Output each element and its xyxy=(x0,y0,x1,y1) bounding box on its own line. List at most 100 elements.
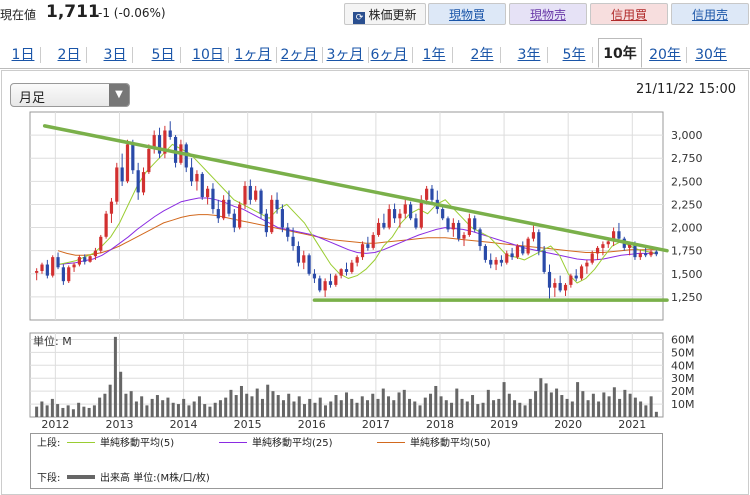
candle-body xyxy=(537,232,541,251)
candle-body xyxy=(40,264,44,272)
candle-body xyxy=(259,190,263,214)
tab-11[interactable]: 3年 xyxy=(513,44,548,66)
tab-9[interactable]: 1年 xyxy=(418,44,453,66)
volume-bar xyxy=(208,406,212,417)
candle-body xyxy=(505,253,509,263)
candle-body xyxy=(125,144,130,182)
legend-upper-label: 上段: xyxy=(37,438,61,449)
margin-sell-button[interactable]: 信用売 xyxy=(671,3,749,25)
candle-body xyxy=(494,259,498,265)
volume-tick-label: 60M xyxy=(671,333,695,346)
period-select[interactable]: 月足 ▼ xyxy=(10,83,130,107)
volume-bar xyxy=(534,391,538,417)
volume-bar xyxy=(302,404,306,417)
candle-body xyxy=(264,213,268,233)
volume-bar xyxy=(413,401,417,417)
candle-body xyxy=(243,185,247,205)
volume-bar xyxy=(260,398,264,417)
candle-body xyxy=(328,281,333,285)
tab-15[interactable]: 30年 xyxy=(695,47,727,63)
candle-body xyxy=(499,259,504,263)
volume-bar xyxy=(444,400,448,417)
candle-body xyxy=(189,167,194,182)
candle-body xyxy=(489,259,493,265)
volume-bar xyxy=(591,393,595,417)
candle-body xyxy=(222,199,226,219)
volume-bar xyxy=(166,397,170,417)
x-tick-label: 2013 xyxy=(105,418,133,431)
volume-bar xyxy=(61,407,65,417)
tab-0[interactable]: 1日 xyxy=(8,44,41,66)
volume-bar xyxy=(297,396,301,417)
volume-bar xyxy=(455,388,459,417)
volume-bar xyxy=(66,405,70,417)
volume-bar xyxy=(145,405,149,417)
volume-bar xyxy=(313,402,317,417)
volume-tick-label: 50M xyxy=(671,346,695,359)
refresh-label: 株価更新 xyxy=(368,8,417,22)
volume-bar xyxy=(323,405,327,417)
volume-bar xyxy=(124,393,128,417)
volume-bar xyxy=(203,404,207,417)
volume-bar xyxy=(376,398,380,417)
tab-6[interactable]: 2ヶ月 xyxy=(278,44,323,66)
margin-buy-button[interactable]: 信用買 xyxy=(590,3,668,25)
tab-10[interactable]: 2年 xyxy=(466,44,501,66)
volume-bar xyxy=(345,392,348,417)
candle-body xyxy=(334,275,338,285)
spot-sell-button[interactable]: 現物売 xyxy=(509,3,587,25)
legend-volume: 出来高 単位:(M株/口/枚) xyxy=(67,472,210,486)
volume-bar xyxy=(119,371,123,417)
candle-body xyxy=(649,251,653,256)
legend-ma5: 単純移動平均(5) xyxy=(67,437,174,451)
volume-bar xyxy=(434,385,438,417)
volume-bar xyxy=(134,401,138,417)
volume-bar xyxy=(397,392,401,417)
candle-body xyxy=(211,188,215,210)
candle-body xyxy=(147,148,151,173)
candle-body xyxy=(376,222,381,235)
candle-body xyxy=(547,271,552,288)
candle-body xyxy=(425,188,429,200)
candle-body xyxy=(628,244,632,248)
price-change: -1 (-0.06%) xyxy=(98,6,166,20)
candle-body xyxy=(601,244,605,248)
candle-body xyxy=(553,283,557,288)
volume-bar xyxy=(318,397,322,417)
spot-buy-button[interactable]: 現物買 xyxy=(428,3,506,25)
volume-bar xyxy=(56,404,60,417)
candle-body xyxy=(419,199,423,228)
volume-bar xyxy=(381,388,385,417)
tab-1[interactable]: 2日 xyxy=(54,44,87,66)
volume-bar xyxy=(649,396,653,417)
tab-13[interactable]: 10年 xyxy=(598,38,642,68)
volume-bar xyxy=(387,396,391,417)
volume-bar xyxy=(92,405,96,417)
volume-bar xyxy=(239,385,243,417)
volume-bar xyxy=(513,400,517,417)
candle-body xyxy=(510,253,514,258)
x-tick-label: 2017 xyxy=(362,418,390,431)
candle-body xyxy=(478,229,482,247)
volume-bar xyxy=(423,397,427,417)
tab-14[interactable]: 20年 xyxy=(646,44,687,66)
candle-body xyxy=(526,238,530,254)
volume-bar xyxy=(476,404,480,417)
candle-body xyxy=(88,256,92,262)
price-label: 現在値 xyxy=(0,8,37,22)
volume-bar xyxy=(87,407,91,417)
tab-4[interactable]: 10日 xyxy=(190,44,229,66)
tab-3[interactable]: 5日 xyxy=(148,44,181,66)
volume-bar xyxy=(255,388,259,417)
refresh-button[interactable]: ⟳ 株価更新 xyxy=(344,3,426,25)
y-tick-label: 2,250 xyxy=(671,198,703,211)
volume-bar xyxy=(465,401,469,417)
tab-8[interactable]: 6ヶ月 xyxy=(368,44,413,66)
tab-5[interactable]: 1ヶ月 xyxy=(232,44,277,66)
ma5-line xyxy=(57,143,657,284)
tab-12[interactable]: 5年 xyxy=(558,44,593,66)
tab-7[interactable]: 3ヶ月 xyxy=(324,44,369,66)
tab-2[interactable]: 3日 xyxy=(100,44,133,66)
candle-body xyxy=(371,234,375,248)
candle-body xyxy=(633,244,637,258)
